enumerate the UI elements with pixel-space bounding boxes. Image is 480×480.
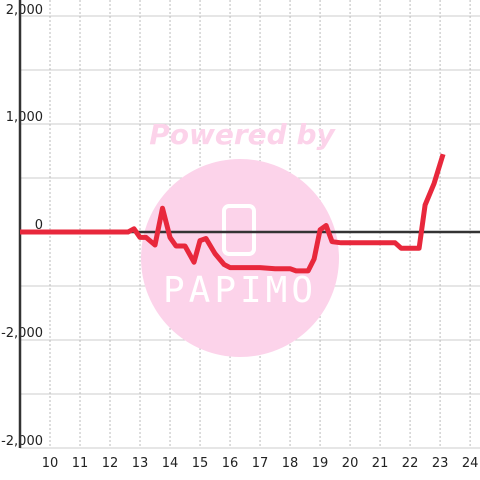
x-tick-label: 22 xyxy=(402,456,419,471)
x-tick-label: 13 xyxy=(132,456,149,471)
y-tick-label: 0 xyxy=(35,218,43,233)
y-tick-label: 2,000 xyxy=(6,3,43,18)
x-tick-label: 20 xyxy=(342,456,359,471)
x-tick-label: 16 xyxy=(222,456,239,471)
x-tick-label: 11 xyxy=(72,456,89,471)
y-tick-label: -2,000 xyxy=(1,326,43,341)
x-tick-label: 24 xyxy=(462,456,479,471)
watermark-circle xyxy=(141,159,339,357)
x-tick-label: 18 xyxy=(282,456,299,471)
x-tick-label: 23 xyxy=(432,456,449,471)
data-line xyxy=(20,153,446,274)
x-tick-label: 10 xyxy=(42,456,59,471)
x-tick-label: 15 xyxy=(192,456,209,471)
watermark-bottom: PAPIMO xyxy=(163,270,317,311)
x-tick-label: 12 xyxy=(102,456,119,471)
x-tick-label: 14 xyxy=(162,456,179,471)
watermark-top: Powered by xyxy=(149,118,336,151)
x-tick-label: 19 xyxy=(312,456,329,471)
watermark-icon xyxy=(222,204,256,256)
y-tick-label: 1,000 xyxy=(6,110,43,125)
x-tick-label: 17 xyxy=(252,456,269,471)
x-tick-label: 21 xyxy=(372,456,389,471)
y-tick-label: -2,000 xyxy=(1,434,43,449)
watermark: Powered by PAPIMO xyxy=(141,118,339,357)
